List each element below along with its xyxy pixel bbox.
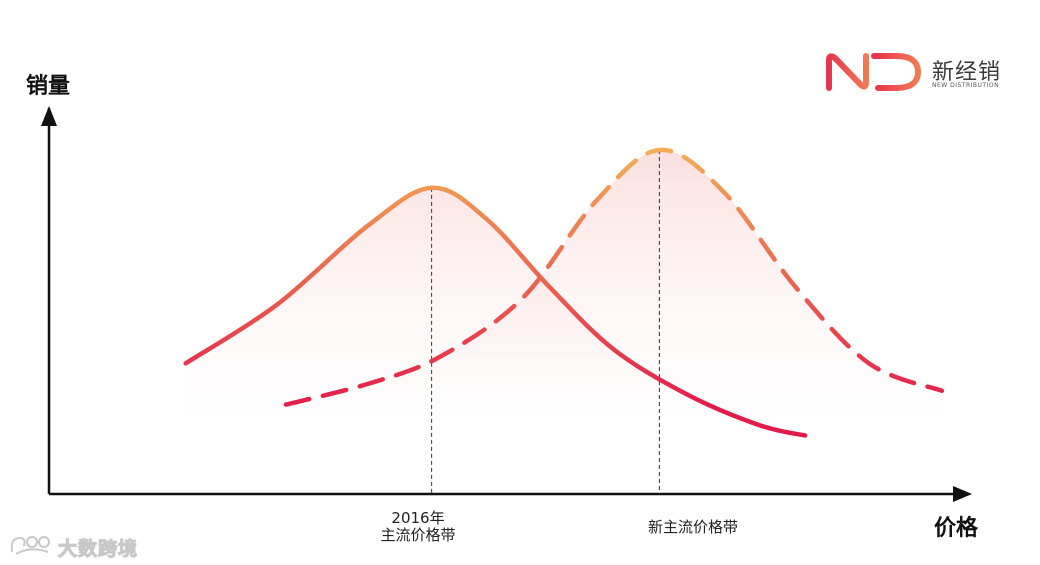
tick-label-new-band: 新主流价格带 (648, 519, 738, 536)
brand-mark-icon (826, 53, 921, 91)
tick-label-old-line1: 2016年 (391, 509, 445, 527)
tick-label-old-line2: 主流价格带 (380, 526, 456, 544)
brand-subtitle: NEW DISTRIBUTION (932, 82, 1000, 89)
y-axis-label: 销量 (26, 74, 71, 99)
watermark: 大数跨境 (8, 532, 138, 561)
brand-logo: 新经销 NEW DISTRIBUTION (826, 50, 1006, 94)
x-axis-label: 价格 (934, 516, 979, 541)
watermark-logo-icon (10, 536, 50, 555)
area-fill-new (285, 149, 942, 424)
brand-name: 新经销 (932, 60, 1002, 85)
tick-label-new-line1: 新主流价格带 (647, 518, 739, 536)
x-axis-arrow (953, 486, 972, 502)
watermark-text: 大数跨境 (57, 538, 139, 561)
tick-label-old-band: 2016年 主流价格带 (380, 510, 455, 544)
y-axis-arrow (41, 106, 57, 126)
series-line-dashed (283, 147, 945, 407)
series-line-solid (183, 185, 808, 438)
